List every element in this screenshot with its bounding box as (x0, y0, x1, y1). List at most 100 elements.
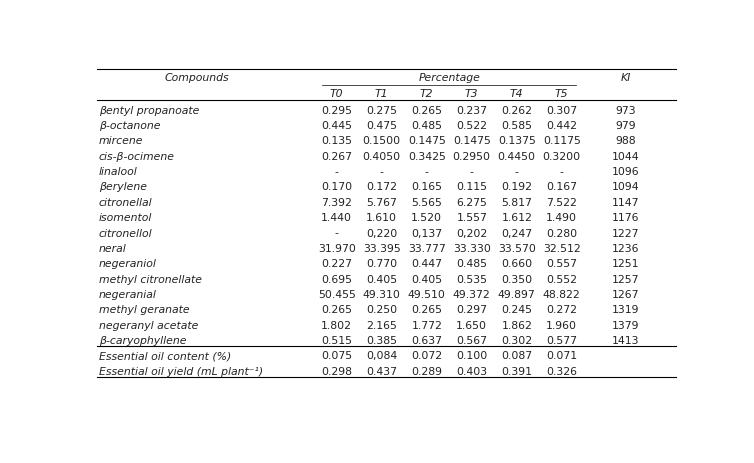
Text: 2.165: 2.165 (366, 320, 397, 330)
Text: 5.565: 5.565 (412, 197, 442, 207)
Text: βentyl propanoate: βentyl propanoate (99, 106, 199, 115)
Text: 1.440: 1.440 (321, 213, 352, 223)
Text: T5: T5 (555, 88, 569, 99)
Text: 33.395: 33.395 (363, 244, 400, 253)
Text: -: - (425, 167, 429, 177)
Text: 0.391: 0.391 (501, 366, 532, 376)
Text: 1.612: 1.612 (501, 213, 532, 223)
Text: Compounds: Compounds (164, 73, 228, 83)
Text: 0.1475: 0.1475 (453, 136, 491, 146)
Text: 48.822: 48.822 (543, 289, 581, 300)
Text: 1257: 1257 (612, 274, 639, 284)
Text: 0.3200: 0.3200 (543, 151, 581, 162)
Text: 7.392: 7.392 (321, 197, 352, 207)
Text: βerylene: βerylene (99, 182, 147, 192)
Text: 1.960: 1.960 (546, 320, 578, 330)
Text: 0.660: 0.660 (501, 259, 532, 269)
Text: 0.071: 0.071 (546, 351, 578, 361)
Text: 0.522: 0.522 (456, 121, 487, 131)
Text: 0.515: 0.515 (321, 335, 352, 345)
Text: 33.777: 33.777 (408, 244, 446, 253)
Text: Essential oil yield (mL plant⁻¹): Essential oil yield (mL plant⁻¹) (99, 366, 263, 376)
Text: 0.100: 0.100 (456, 351, 487, 361)
Text: 0.3425: 0.3425 (408, 151, 446, 162)
Text: 1.610: 1.610 (366, 213, 397, 223)
Text: 0.403: 0.403 (456, 366, 487, 376)
Text: 1267: 1267 (612, 289, 639, 300)
Text: 0.302: 0.302 (501, 335, 532, 345)
Text: 0.267: 0.267 (321, 151, 352, 162)
Text: 1096: 1096 (612, 167, 640, 177)
Text: T1: T1 (375, 88, 388, 99)
Text: 0.577: 0.577 (546, 335, 578, 345)
Text: 7.522: 7.522 (547, 197, 577, 207)
Text: 0.075: 0.075 (321, 351, 352, 361)
Text: 0.237: 0.237 (456, 106, 487, 115)
Text: 0.447: 0.447 (411, 259, 443, 269)
Text: neral: neral (99, 244, 127, 253)
Text: 1251: 1251 (612, 259, 639, 269)
Text: 49.372: 49.372 (453, 289, 491, 300)
Text: 0.2950: 0.2950 (452, 151, 491, 162)
Text: β-caryophyllene: β-caryophyllene (99, 335, 186, 345)
Text: T0: T0 (330, 88, 344, 99)
Text: 0.535: 0.535 (456, 274, 487, 284)
Text: 6.275: 6.275 (456, 197, 487, 207)
Text: 0.385: 0.385 (366, 335, 397, 345)
Text: T2: T2 (420, 88, 434, 99)
Text: 0.265: 0.265 (321, 305, 352, 315)
Text: 5.767: 5.767 (366, 197, 397, 207)
Text: 1413: 1413 (612, 335, 639, 345)
Text: 49.510: 49.510 (408, 289, 446, 300)
Text: 973: 973 (616, 106, 636, 115)
Text: 0.485: 0.485 (456, 259, 487, 269)
Text: 0.485: 0.485 (411, 121, 443, 131)
Text: 0.272: 0.272 (546, 305, 578, 315)
Text: 0.265: 0.265 (411, 305, 443, 315)
Text: 0.326: 0.326 (546, 366, 578, 376)
Text: citronellal: citronellal (99, 197, 152, 207)
Text: 0,220: 0,220 (366, 228, 397, 238)
Text: 0.437: 0.437 (366, 366, 397, 376)
Text: 0.307: 0.307 (546, 106, 578, 115)
Text: citronellol: citronellol (99, 228, 152, 238)
Text: Percentage: Percentage (418, 73, 480, 83)
Text: 0.087: 0.087 (501, 351, 532, 361)
Text: T3: T3 (465, 88, 479, 99)
Text: isomentol: isomentol (99, 213, 152, 223)
Text: 0.297: 0.297 (456, 305, 487, 315)
Text: -: - (335, 167, 339, 177)
Text: 1227: 1227 (612, 228, 639, 238)
Text: β-octanone: β-octanone (99, 121, 161, 131)
Text: 1094: 1094 (612, 182, 640, 192)
Text: 979: 979 (616, 121, 636, 131)
Text: 0.567: 0.567 (456, 335, 487, 345)
Text: Essential oil content (%): Essential oil content (%) (99, 351, 231, 361)
Text: 0.350: 0.350 (501, 274, 532, 284)
Text: 0.167: 0.167 (546, 182, 578, 192)
Text: 0.445: 0.445 (321, 121, 352, 131)
Text: 1319: 1319 (612, 305, 639, 315)
Text: negeraniol: negeraniol (99, 259, 157, 269)
Text: 0.115: 0.115 (456, 182, 487, 192)
Text: 0.227: 0.227 (321, 259, 352, 269)
Text: 0.557: 0.557 (546, 259, 578, 269)
Text: 0.298: 0.298 (321, 366, 352, 376)
Text: -: - (515, 167, 519, 177)
Text: 0.250: 0.250 (366, 305, 397, 315)
Text: linalool: linalool (99, 167, 138, 177)
Text: -: - (559, 167, 564, 177)
Text: 0,137: 0,137 (411, 228, 443, 238)
Text: 5.817: 5.817 (501, 197, 532, 207)
Text: 0.289: 0.289 (411, 366, 443, 376)
Text: 1.862: 1.862 (501, 320, 532, 330)
Text: 1236: 1236 (612, 244, 639, 253)
Text: 0.1175: 0.1175 (543, 136, 581, 146)
Text: 0.295: 0.295 (321, 106, 352, 115)
Text: 0.265: 0.265 (411, 106, 443, 115)
Text: 1.557: 1.557 (456, 213, 487, 223)
Text: 0.172: 0.172 (366, 182, 397, 192)
Text: 49.310: 49.310 (363, 289, 400, 300)
Text: T4: T4 (510, 88, 523, 99)
Text: 0.405: 0.405 (366, 274, 397, 284)
